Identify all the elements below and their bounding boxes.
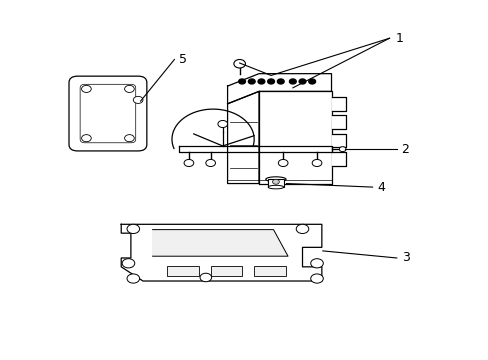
Polygon shape	[331, 134, 346, 147]
Polygon shape	[227, 91, 259, 184]
Circle shape	[81, 135, 91, 142]
Circle shape	[127, 274, 139, 283]
Circle shape	[277, 79, 284, 84]
FancyBboxPatch shape	[80, 84, 136, 143]
Polygon shape	[121, 224, 321, 281]
Ellipse shape	[265, 177, 285, 182]
Circle shape	[310, 274, 323, 283]
Circle shape	[124, 85, 134, 93]
Circle shape	[124, 135, 134, 142]
Circle shape	[205, 159, 215, 167]
Circle shape	[267, 79, 274, 84]
Text: 5: 5	[179, 53, 187, 66]
Polygon shape	[331, 97, 346, 111]
Bar	[210, 266, 242, 276]
Circle shape	[233, 59, 245, 68]
Circle shape	[310, 259, 323, 268]
Circle shape	[200, 273, 211, 282]
Circle shape	[258, 79, 264, 84]
Circle shape	[299, 79, 305, 84]
FancyBboxPatch shape	[69, 76, 146, 151]
Circle shape	[308, 79, 315, 84]
Polygon shape	[152, 230, 287, 256]
Circle shape	[183, 159, 193, 167]
Circle shape	[272, 179, 279, 184]
Polygon shape	[227, 74, 331, 104]
Circle shape	[296, 224, 308, 234]
Circle shape	[339, 147, 346, 152]
Polygon shape	[259, 91, 331, 184]
Circle shape	[248, 79, 255, 84]
Text: 4: 4	[377, 181, 385, 194]
Polygon shape	[179, 146, 331, 152]
Circle shape	[122, 259, 135, 268]
Text: 1: 1	[395, 32, 403, 45]
Bar	[267, 179, 283, 187]
Bar	[167, 266, 198, 276]
Polygon shape	[331, 152, 346, 166]
Polygon shape	[331, 116, 346, 129]
Circle shape	[81, 85, 91, 93]
Circle shape	[218, 121, 227, 127]
Circle shape	[278, 159, 287, 167]
Ellipse shape	[267, 185, 283, 189]
Bar	[254, 266, 285, 276]
Circle shape	[311, 159, 321, 167]
Circle shape	[133, 96, 142, 103]
Circle shape	[127, 224, 139, 234]
Circle shape	[238, 79, 245, 84]
Text: 2: 2	[401, 143, 408, 156]
Circle shape	[289, 79, 296, 84]
Text: 3: 3	[401, 252, 408, 265]
